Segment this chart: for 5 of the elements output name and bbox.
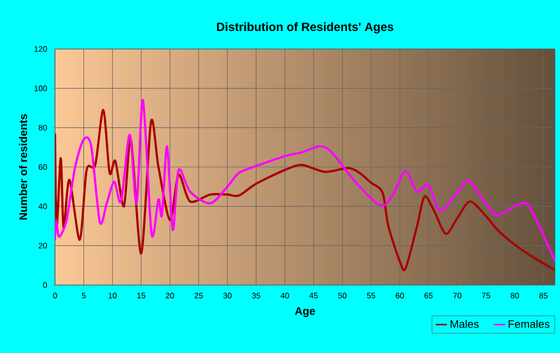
legend-label: Females [508, 320, 550, 328]
chart-title: Distribution of Residents' Ages [217, 22, 394, 34]
y-axis-title: Number of residents [19, 114, 28, 220]
legend-label: Males [450, 320, 479, 328]
x-axis-title: Age [294, 307, 315, 318]
